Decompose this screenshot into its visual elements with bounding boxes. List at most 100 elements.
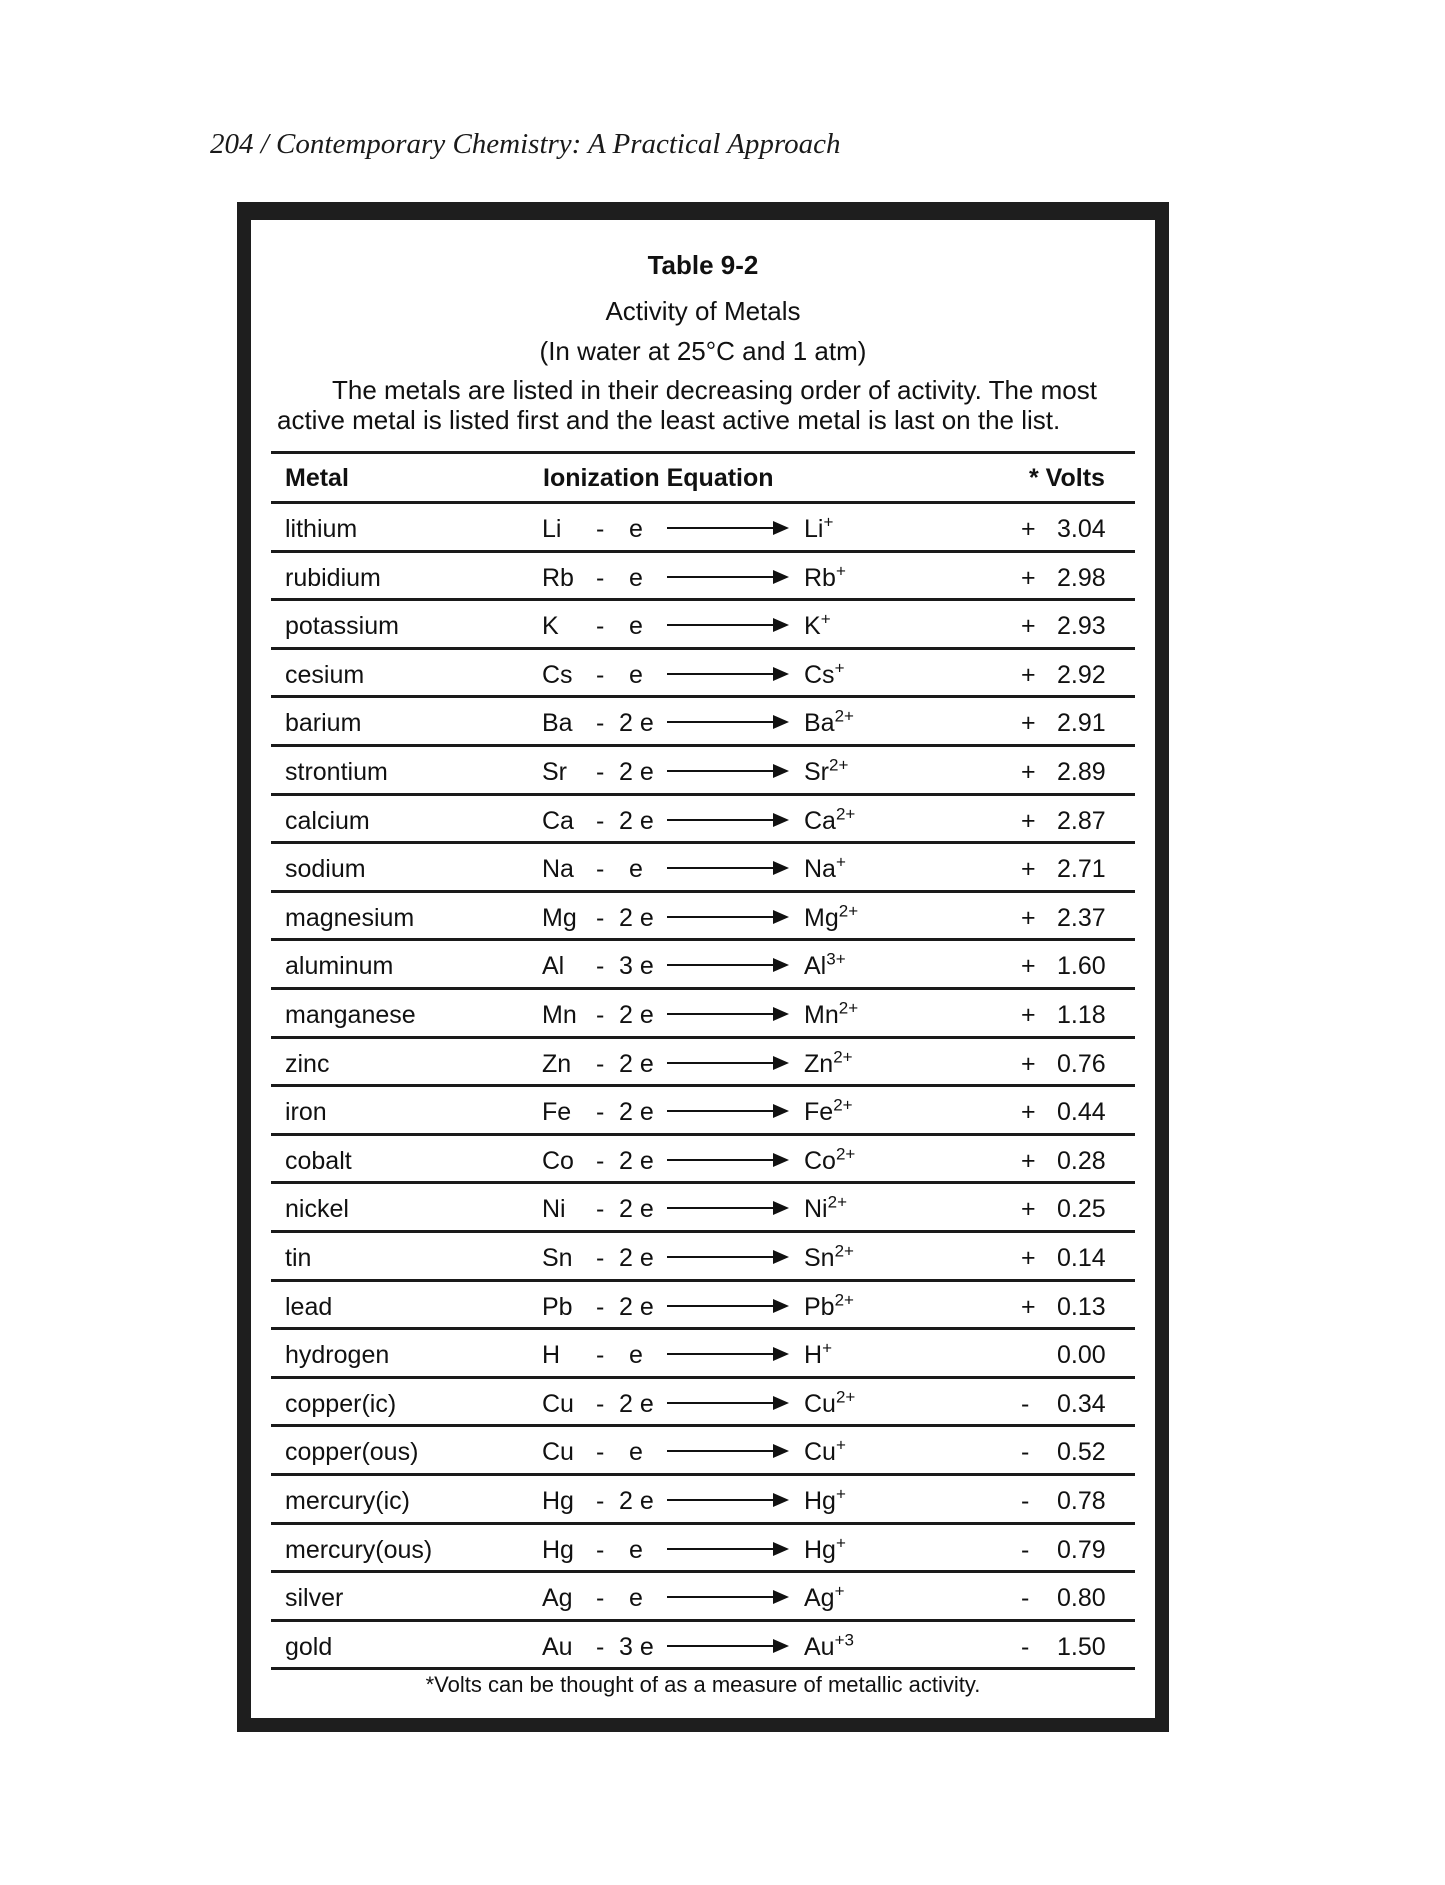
table-row: copper(ic) Cu -2 e Cu2+ -0.34: [251, 1378, 1155, 1427]
minus-sign: -: [596, 1195, 605, 1224]
minus-sign: -: [596, 1244, 605, 1272]
ion-charge: +: [835, 852, 846, 872]
electrons: e: [629, 1584, 643, 1613]
ion-symbol: Sr: [804, 758, 829, 786]
minus-sign: -: [596, 1438, 605, 1467]
table-conditions: (In water at 25°C and 1 atm): [539, 336, 867, 366]
arrow-icon: [667, 958, 789, 973]
electrons: 2 e: [619, 1487, 654, 1515]
volts-value: 0.13: [1057, 1292, 1106, 1321]
element-symbol: Hg: [542, 1487, 574, 1515]
element-symbol: Mg: [542, 903, 577, 932]
element-symbol: Cu: [542, 1389, 574, 1418]
ion-charge: 2+: [838, 998, 859, 1018]
electrons: 2 e: [619, 903, 654, 932]
element-symbol: Ag: [542, 1584, 573, 1613]
table-row: gold Au -3 e Au+3-1.50: [251, 1621, 1155, 1670]
volts-sign: +: [1021, 806, 1036, 835]
ion-symbol: Li: [804, 515, 824, 543]
metal-name: mercury(ic): [285, 1487, 410, 1515]
volts-value: 0.25: [1057, 1195, 1106, 1224]
row-divider: [271, 1181, 1135, 1185]
minus-sign: -: [596, 903, 605, 932]
ion-symbol: Ca: [804, 806, 836, 835]
element-symbol: Cu: [542, 1438, 574, 1467]
arrow-icon: [667, 861, 789, 876]
volts-sign: +: [1021, 1244, 1036, 1272]
element-symbol: H: [542, 1341, 561, 1370]
row-divider: [271, 792, 1135, 796]
metal-name: hydrogen: [285, 1341, 390, 1370]
ion-charge: 2+: [827, 1193, 847, 1213]
arrow-icon: [667, 1395, 789, 1410]
electrons: 2 e: [619, 1146, 654, 1175]
table-header: Metal Ionization Equation * Volts: [251, 450, 1155, 500]
ion-symbol: Ni: [804, 1195, 828, 1224]
metal-name: copper(ous): [285, 1438, 419, 1467]
volts-value: 0.78: [1057, 1487, 1106, 1515]
arrow-icon: [667, 1007, 789, 1021]
arrow-icon: [667, 618, 789, 633]
table-row: magnesium Mg -2 e Mg2+ +2.37: [251, 892, 1155, 941]
row-divider: [271, 646, 1135, 650]
volts-sign: -: [1021, 1632, 1030, 1661]
row-divider: [271, 549, 1135, 553]
ion-charge: +: [822, 1338, 832, 1358]
metal-name: calcium: [285, 806, 370, 835]
ion-symbol: Hg: [804, 1535, 836, 1564]
electrons: 3 e: [619, 1632, 654, 1661]
footnote: *Volts can be thought of as a measure of…: [425, 1672, 981, 1697]
minus-sign: -: [596, 855, 605, 884]
minus-sign: -: [596, 1389, 605, 1418]
volts-sign: -: [1021, 1535, 1030, 1564]
ion-charge: 2+: [835, 804, 856, 824]
table-row: cobalt Co -2 e Co2+ +0.28: [251, 1135, 1155, 1184]
row-divider: [271, 987, 1135, 990]
arrow-icon: [667, 715, 789, 730]
minus-sign: -: [596, 515, 605, 543]
table-row: nickel Ni -2 e Ni2+ +0.25: [251, 1183, 1155, 1232]
element-symbol: Li: [542, 515, 562, 543]
electrons: 2 e: [619, 1098, 654, 1127]
volts-sign: +: [1021, 1146, 1036, 1175]
row-divider: [271, 841, 1135, 845]
ion-charge: +: [835, 1533, 846, 1553]
volts-sign: +: [1021, 952, 1036, 981]
element-symbol: Au: [542, 1632, 573, 1661]
volts-sign: +: [1021, 758, 1036, 786]
minus-sign: -: [596, 660, 605, 689]
electrons: e: [629, 1535, 643, 1564]
volts-sign: +: [1021, 660, 1036, 689]
table-row: barium Ba -2 e Ba2+ +2.91: [251, 697, 1155, 746]
table-row: iron Fe -2 e Fe2+ +0.44: [251, 1086, 1155, 1135]
volts-sign: +: [1021, 855, 1036, 884]
divider: [271, 451, 1135, 454]
volts-value: 2.93: [1057, 612, 1106, 641]
metal-name: aluminum: [285, 952, 394, 981]
ion-charge: +: [835, 1436, 846, 1456]
volts-sign: +: [1021, 709, 1036, 738]
volts-value: 0.79: [1057, 1535, 1106, 1564]
arrow-icon: [667, 1250, 789, 1264]
table-row: silver Ag - e Ag+ -0.80: [251, 1572, 1155, 1621]
ion-symbol: Ba: [804, 709, 835, 738]
minus-sign: -: [596, 1292, 605, 1321]
table-row: lead Pb -2 e Pb2+ +0.13: [251, 1281, 1155, 1330]
metal-name: magnesium: [285, 903, 415, 932]
volts-value: 0.52: [1057, 1438, 1106, 1467]
ion-symbol: H: [804, 1341, 823, 1370]
table-frame: Table 9-2 Activity of Metals (In water a…: [237, 202, 1169, 1732]
arrow-icon: [667, 666, 789, 681]
volts-sign: +: [1021, 1001, 1036, 1029]
arrow-icon: [667, 569, 789, 584]
row-divider: [271, 1570, 1135, 1574]
minus-sign: -: [596, 758, 605, 786]
table-row: strontium Sr -2 e Sr2+ +2.89: [251, 746, 1155, 795]
element-symbol: Sn: [542, 1244, 573, 1272]
row-divider: [271, 1084, 1135, 1088]
running-head: 204 / Contemporary Chemistry: A Practica…: [210, 128, 841, 160]
metal-name: tin: [285, 1244, 312, 1272]
ion-symbol: Pb: [804, 1292, 835, 1321]
volts-sign: +: [1021, 903, 1036, 932]
metal-name: copper(ic): [285, 1389, 397, 1418]
